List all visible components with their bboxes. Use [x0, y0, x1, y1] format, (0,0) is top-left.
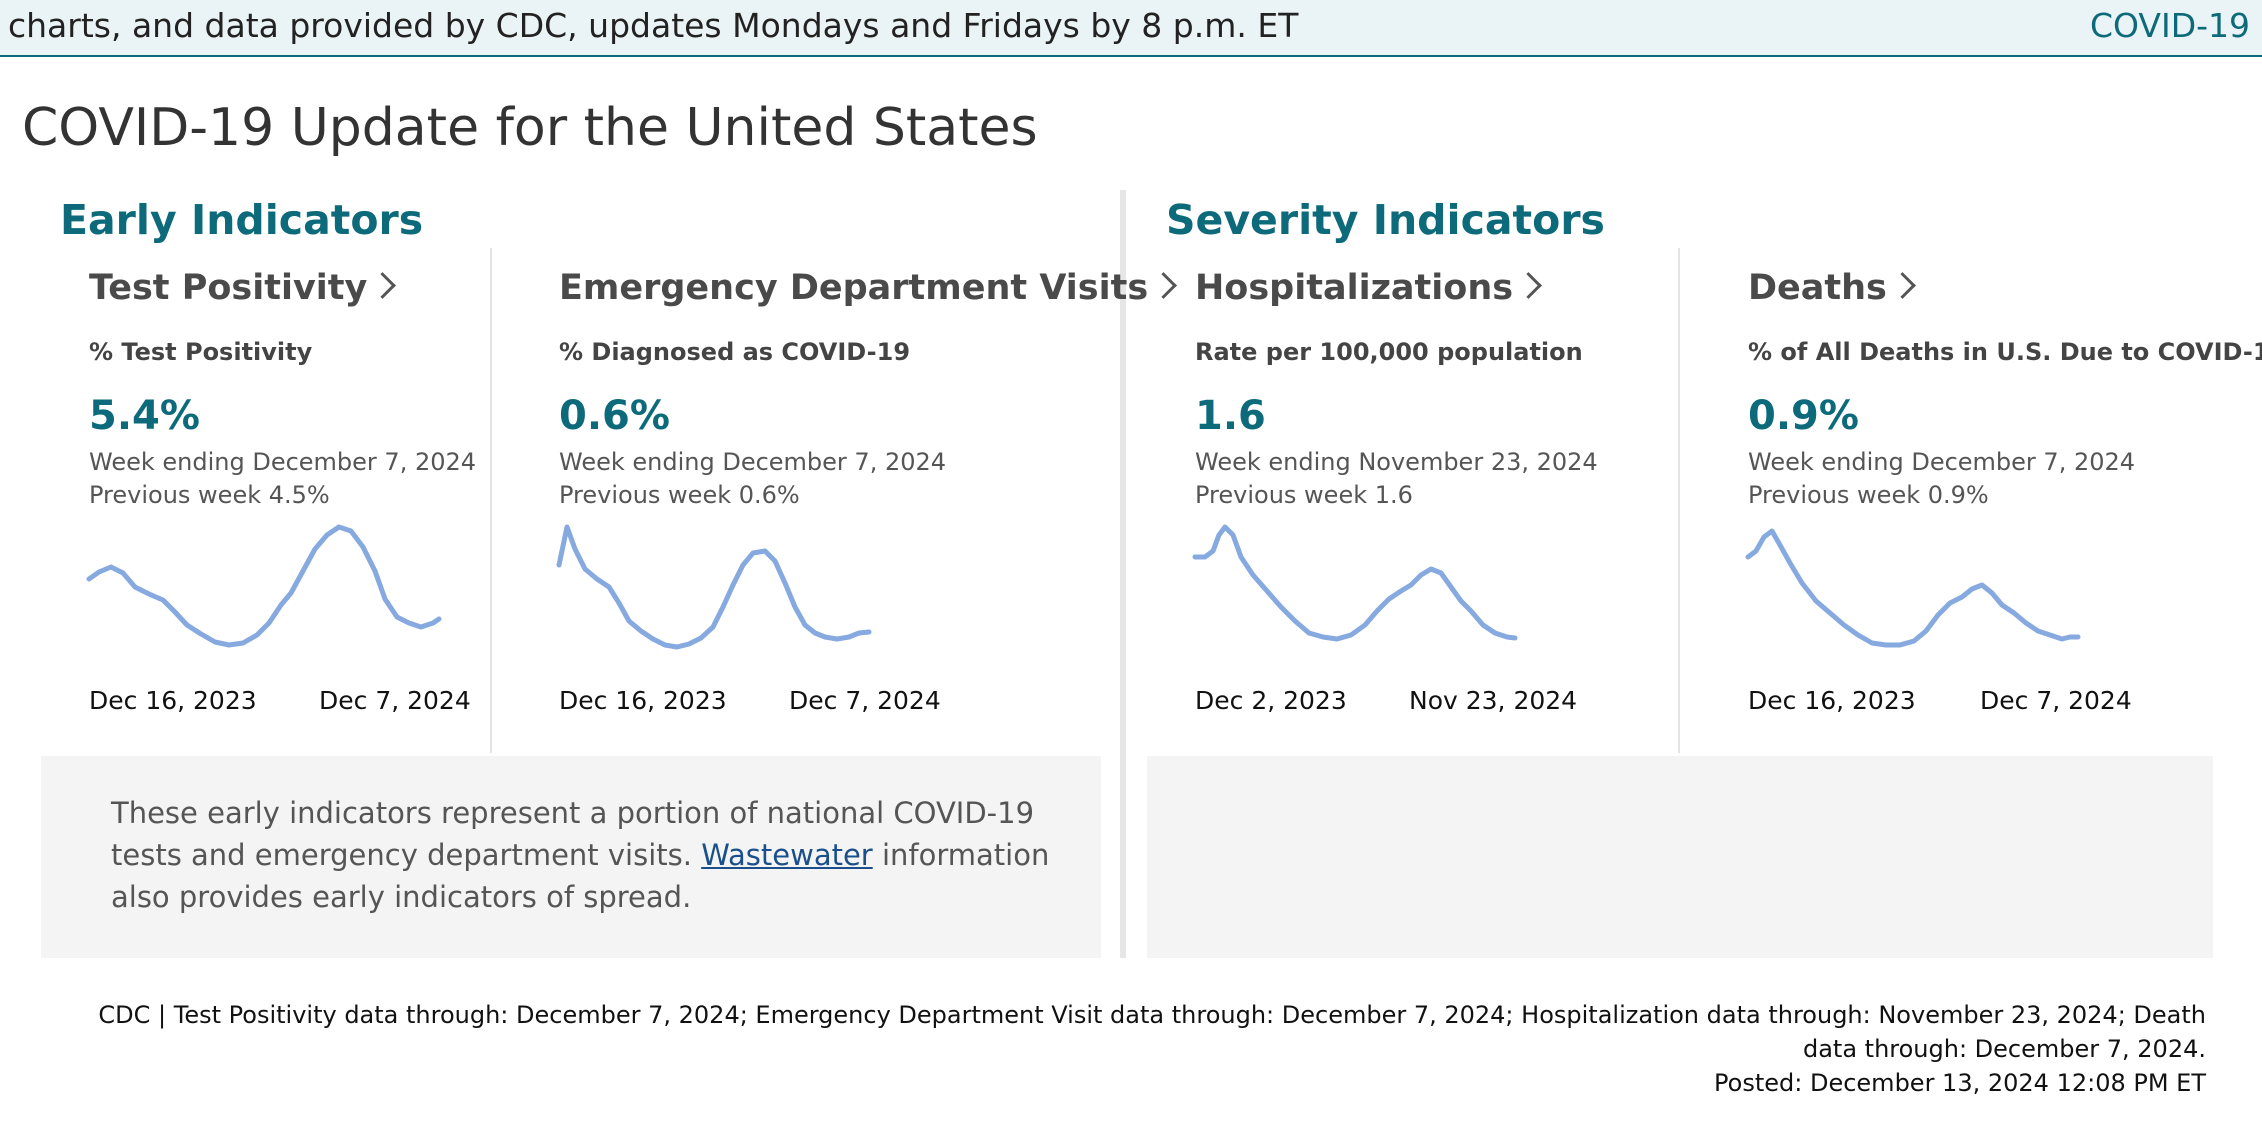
- sparkline-start-date: Dec 2, 2023: [1195, 686, 1347, 715]
- sparkline-start-date: Dec 16, 2023: [559, 686, 727, 715]
- card-title-link[interactable]: Hospitalizations: [1195, 268, 1543, 308]
- section-title-early: Early Indicators: [60, 196, 424, 244]
- card-previous-week: Previous week 0.6%: [559, 481, 800, 509]
- data-source-footer: CDC | Test Positivity data through: Dece…: [56, 998, 2206, 1100]
- card-emergency-department-visits: Emergency Department Visits % Diagnosed …: [556, 268, 1178, 728]
- card-value: 0.6%: [559, 393, 670, 439]
- note-text: These early indicators represent a porti…: [111, 792, 1071, 918]
- severity-indicators-panel: [1147, 756, 2213, 958]
- sparkline-trend-line: [86, 524, 442, 648]
- card-test-positivity: Test Positivity % Test Positivity 5.4% W…: [86, 268, 589, 728]
- card-week-ending: Week ending December 7, 2024: [89, 448, 477, 476]
- sparkline-chart: [1745, 528, 2081, 648]
- wastewater-link[interactable]: Wastewater: [701, 838, 873, 872]
- card-title-label: Test Positivity: [89, 268, 368, 308]
- top-banner: charts, and data provided by CDC, update…: [0, 0, 2262, 57]
- card-previous-week: Previous week 1.6: [1195, 481, 1413, 509]
- card-metric-label: % Diagnosed as COVID-19: [559, 338, 911, 366]
- card-divider: [1678, 248, 1680, 753]
- card-title-link[interactable]: Test Positivity: [89, 268, 397, 308]
- card-previous-week: Previous week 0.9%: [1748, 481, 1989, 509]
- chevron-right-icon: [1150, 272, 1178, 299]
- card-title-link[interactable]: Emergency Department Visits: [559, 268, 1178, 308]
- sparkline-trend-line: [556, 524, 872, 650]
- card-hospitalizations: Hospitalizations Rate per 100,000 popula…: [1192, 268, 1695, 728]
- chevron-right-icon: [1515, 272, 1543, 299]
- card-week-ending: Week ending December 7, 2024: [559, 448, 947, 476]
- sparkline-end-date: Dec 7, 2024: [319, 686, 471, 715]
- page-title: COVID-19 Update for the United States: [22, 98, 1038, 158]
- sparkline-chart: [86, 524, 442, 648]
- chevron-right-icon: [369, 272, 397, 299]
- chevron-right-icon: [1888, 272, 1916, 299]
- note-text-after: information also provides early indicato…: [111, 838, 1050, 914]
- section-divider: [1120, 190, 1126, 958]
- sparkline-start-date: Dec 16, 2023: [1748, 686, 1916, 715]
- section-title-severity: Severity Indicators: [1166, 196, 1605, 244]
- card-divider: [490, 248, 492, 753]
- note-text-before: These early indicators represent a porti…: [111, 796, 1035, 872]
- banner-text: charts, and data provided by CDC, update…: [8, 6, 1299, 45]
- sparkline-end-date: Nov 23, 2024: [1409, 686, 1578, 715]
- sparkline-chart: [556, 524, 872, 650]
- card-title-label: Hospitalizations: [1195, 268, 1514, 308]
- sparkline-end-date: Dec 7, 2024: [789, 686, 941, 715]
- card-metric-label: % Test Positivity: [89, 338, 313, 366]
- card-value: 5.4%: [89, 393, 200, 439]
- card-value: 1.6: [1195, 393, 1266, 439]
- footer-data-through: CDC | Test Positivity data through: Dece…: [98, 1001, 2206, 1063]
- card-title-label: Emergency Department Visits: [559, 268, 1149, 308]
- sparkline-trend-line: [1745, 528, 2081, 648]
- early-indicators-note: These early indicators represent a porti…: [41, 756, 1101, 958]
- card-week-ending: Week ending December 7, 2024: [1748, 448, 2136, 476]
- card-deaths: Deaths % of All Deaths in U.S. Due to CO…: [1745, 268, 2262, 728]
- sparkline-end-date: Dec 7, 2024: [1980, 686, 2132, 715]
- card-value: 0.9%: [1748, 393, 1859, 439]
- card-title-link[interactable]: Deaths: [1748, 268, 1916, 308]
- footer-posted-date: Posted: December 13, 2024 12:08 PM ET: [1714, 1069, 2206, 1097]
- card-week-ending: Week ending November 23, 2024: [1195, 448, 1598, 476]
- card-previous-week: Previous week 4.5%: [89, 481, 330, 509]
- banner-link[interactable]: COVID-19 H: [2090, 6, 2262, 45]
- sparkline-start-date: Dec 16, 2023: [89, 686, 257, 715]
- sparkline-trend-line: [1192, 524, 1518, 642]
- card-metric-label: % of All Deaths in U.S. Due to COVID-19: [1748, 338, 2262, 366]
- card-title-label: Deaths: [1748, 268, 1887, 308]
- card-metric-label: Rate per 100,000 population: [1195, 338, 1583, 366]
- sparkline-chart: [1192, 524, 1518, 642]
